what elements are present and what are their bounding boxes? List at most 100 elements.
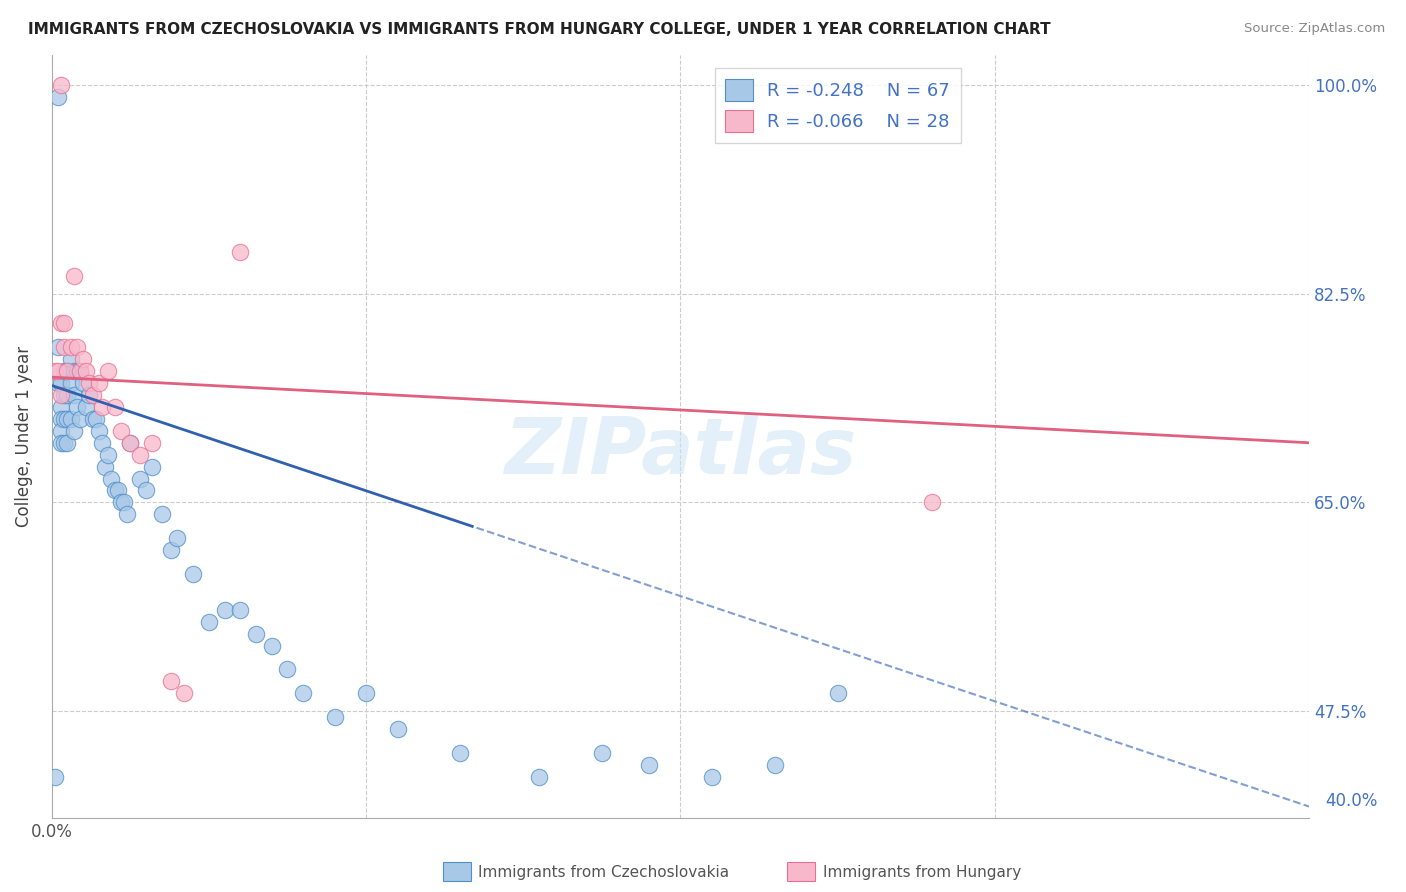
Point xyxy=(110,495,132,509)
Point xyxy=(160,543,183,558)
Point xyxy=(46,90,69,104)
Point xyxy=(56,364,79,378)
Legend: R = -0.248    N = 67, R = -0.066    N = 28: R = -0.248 N = 67, R = -0.066 N = 28 xyxy=(714,68,960,143)
Point xyxy=(51,317,73,331)
Point xyxy=(53,340,76,354)
Point xyxy=(46,376,69,391)
Text: Immigrants from Hungary: Immigrants from Hungary xyxy=(823,865,1021,880)
Point xyxy=(104,483,127,498)
Point xyxy=(94,459,117,474)
Point xyxy=(59,352,82,367)
Point xyxy=(69,364,91,378)
Point xyxy=(91,400,114,414)
Point xyxy=(591,746,613,760)
Point xyxy=(128,448,150,462)
Point xyxy=(59,412,82,426)
Point xyxy=(229,603,252,617)
Point xyxy=(46,340,69,354)
Point xyxy=(51,400,73,414)
Point xyxy=(44,364,66,378)
Point xyxy=(62,388,84,402)
Point xyxy=(245,626,267,640)
Point xyxy=(638,757,661,772)
Point xyxy=(173,686,195,700)
Y-axis label: College, Under 1 year: College, Under 1 year xyxy=(15,346,32,527)
Point xyxy=(91,435,114,450)
Point xyxy=(827,686,849,700)
Point xyxy=(44,770,66,784)
Point xyxy=(51,388,73,402)
Point xyxy=(128,471,150,485)
Point xyxy=(97,364,120,378)
Point xyxy=(115,508,138,522)
Point xyxy=(87,424,110,438)
Point xyxy=(72,352,94,367)
Point xyxy=(53,317,76,331)
Point xyxy=(160,674,183,689)
Point xyxy=(51,78,73,92)
Point xyxy=(53,388,76,402)
Point xyxy=(53,364,76,378)
Point xyxy=(79,376,101,391)
Point xyxy=(763,757,786,772)
Point xyxy=(276,662,298,676)
Point xyxy=(59,376,82,391)
Point xyxy=(56,412,79,426)
Point xyxy=(69,412,91,426)
Point xyxy=(181,566,204,581)
Point xyxy=(53,412,76,426)
Point xyxy=(75,400,97,414)
Point xyxy=(107,483,129,498)
Point xyxy=(51,435,73,450)
Point xyxy=(387,722,409,736)
Point xyxy=(66,364,89,378)
Point xyxy=(449,746,471,760)
Point xyxy=(53,435,76,450)
Point xyxy=(100,471,122,485)
Point xyxy=(150,508,173,522)
Point xyxy=(323,710,346,724)
Point xyxy=(72,376,94,391)
Point xyxy=(75,364,97,378)
Point xyxy=(51,424,73,438)
Text: 40.0%: 40.0% xyxy=(1326,791,1378,810)
Point xyxy=(82,388,104,402)
Point xyxy=(87,376,110,391)
Text: IMMIGRANTS FROM CZECHOSLOVAKIA VS IMMIGRANTS FROM HUNGARY COLLEGE, UNDER 1 YEAR : IMMIGRANTS FROM CZECHOSLOVAKIA VS IMMIGR… xyxy=(28,22,1050,37)
Point xyxy=(62,364,84,378)
Text: ZIPatlas: ZIPatlas xyxy=(505,414,856,490)
Point xyxy=(229,244,252,259)
Point xyxy=(66,400,89,414)
Point xyxy=(198,615,221,629)
Point xyxy=(141,459,163,474)
Point xyxy=(166,531,188,545)
Point xyxy=(141,435,163,450)
Point xyxy=(82,412,104,426)
Point xyxy=(62,268,84,283)
Point xyxy=(110,424,132,438)
Point xyxy=(97,448,120,462)
Point xyxy=(62,424,84,438)
Point xyxy=(214,603,236,617)
Point xyxy=(120,435,142,450)
Point xyxy=(66,340,89,354)
Point xyxy=(56,435,79,450)
Point xyxy=(260,639,283,653)
Text: Source: ZipAtlas.com: Source: ZipAtlas.com xyxy=(1244,22,1385,36)
Point xyxy=(527,770,550,784)
Point xyxy=(79,388,101,402)
Point xyxy=(135,483,157,498)
Point xyxy=(112,495,135,509)
Point xyxy=(56,364,79,378)
Point xyxy=(700,770,723,784)
Point xyxy=(69,364,91,378)
Point xyxy=(120,435,142,450)
Point xyxy=(292,686,315,700)
Point xyxy=(921,495,943,509)
Point xyxy=(84,412,107,426)
Point xyxy=(104,400,127,414)
Point xyxy=(354,686,377,700)
Point xyxy=(51,376,73,391)
Point xyxy=(46,364,69,378)
Point xyxy=(51,412,73,426)
